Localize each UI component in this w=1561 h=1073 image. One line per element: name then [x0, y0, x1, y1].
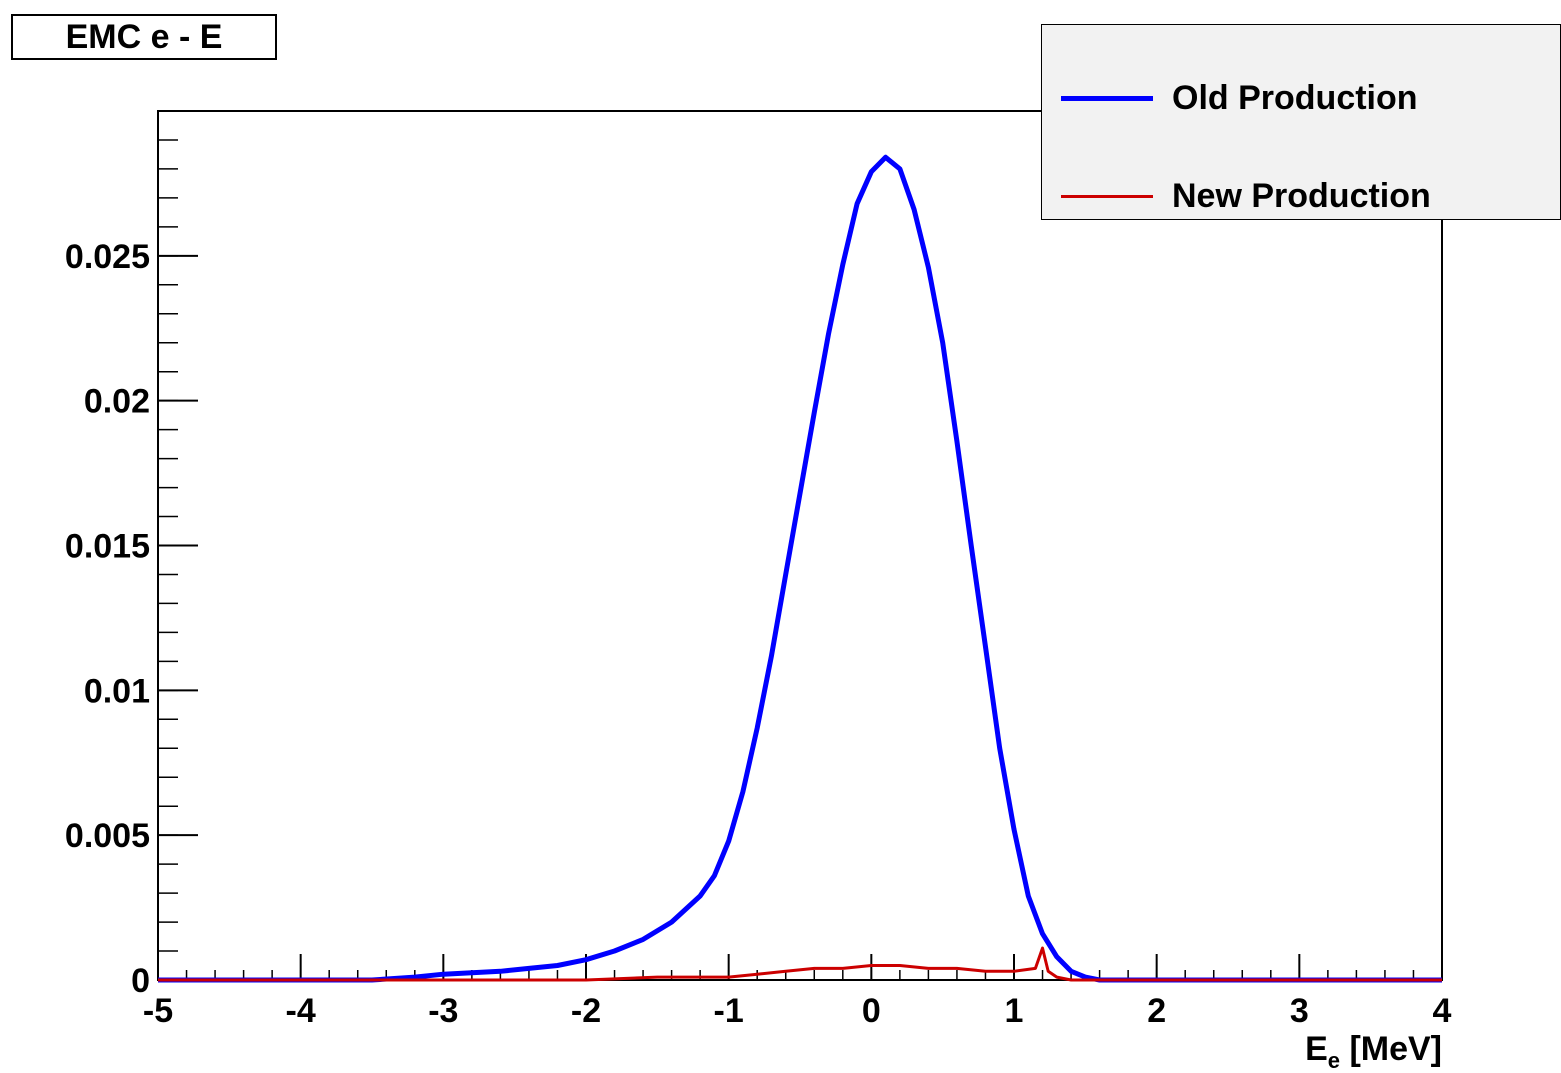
x-axis-label: Ee [MeV] — [1305, 1030, 1442, 1073]
x-axis-label-sub: e — [1328, 1048, 1340, 1073]
y-axis: 0 0.005 0.01 0.015 0.02 0.025 — [65, 238, 198, 1000]
x-tick-label: 3 — [1290, 992, 1309, 1030]
y-tick-label: 0.01 — [84, 672, 150, 710]
series-line-old-production — [158, 154, 1442, 983]
x-axis-label-main: E — [1305, 1030, 1328, 1068]
legend-label-old: Old Production — [1172, 79, 1418, 117]
x-axis-label-unit: [MeV] — [1340, 1030, 1442, 1068]
legend-swatch-old — [1061, 96, 1153, 101]
y-tick-label: 0.015 — [65, 528, 150, 566]
x-axis: -5 -4 -3 -2 -1 0 1 2 3 4 — [143, 954, 1452, 1030]
y-tick-label: 0 — [131, 962, 150, 1000]
x-tick-label: -2 — [571, 992, 601, 1030]
x-tick-label: -4 — [286, 992, 316, 1030]
x-tick-label: 4 — [1433, 992, 1452, 1030]
legend: Old Production New Production — [1041, 24, 1561, 220]
series-line-new-production — [158, 946, 1442, 982]
legend-item-new: New Production — [1042, 171, 1560, 221]
plot-frame — [157, 110, 1443, 981]
x-tick-label: 1 — [1005, 992, 1024, 1030]
x-tick-label: 2 — [1147, 992, 1166, 1030]
minor-ticks — [157, 110, 1443, 981]
x-tick-label: -5 — [143, 992, 173, 1030]
x-tick-label: -1 — [714, 992, 744, 1030]
legend-item-old: Old Production — [1042, 73, 1560, 123]
chart-title: EMC e - E — [11, 14, 277, 60]
series-layer — [158, 154, 1442, 983]
x-tick-label: -3 — [428, 992, 458, 1030]
legend-label-new: New Production — [1172, 177, 1431, 215]
legend-swatch-new — [1061, 195, 1153, 198]
x-tick-label: 0 — [862, 992, 881, 1030]
y-tick-label: 0.02 — [84, 383, 150, 421]
y-tick-label: 0.025 — [65, 238, 150, 276]
y-tick-label: 0.005 — [65, 817, 150, 855]
